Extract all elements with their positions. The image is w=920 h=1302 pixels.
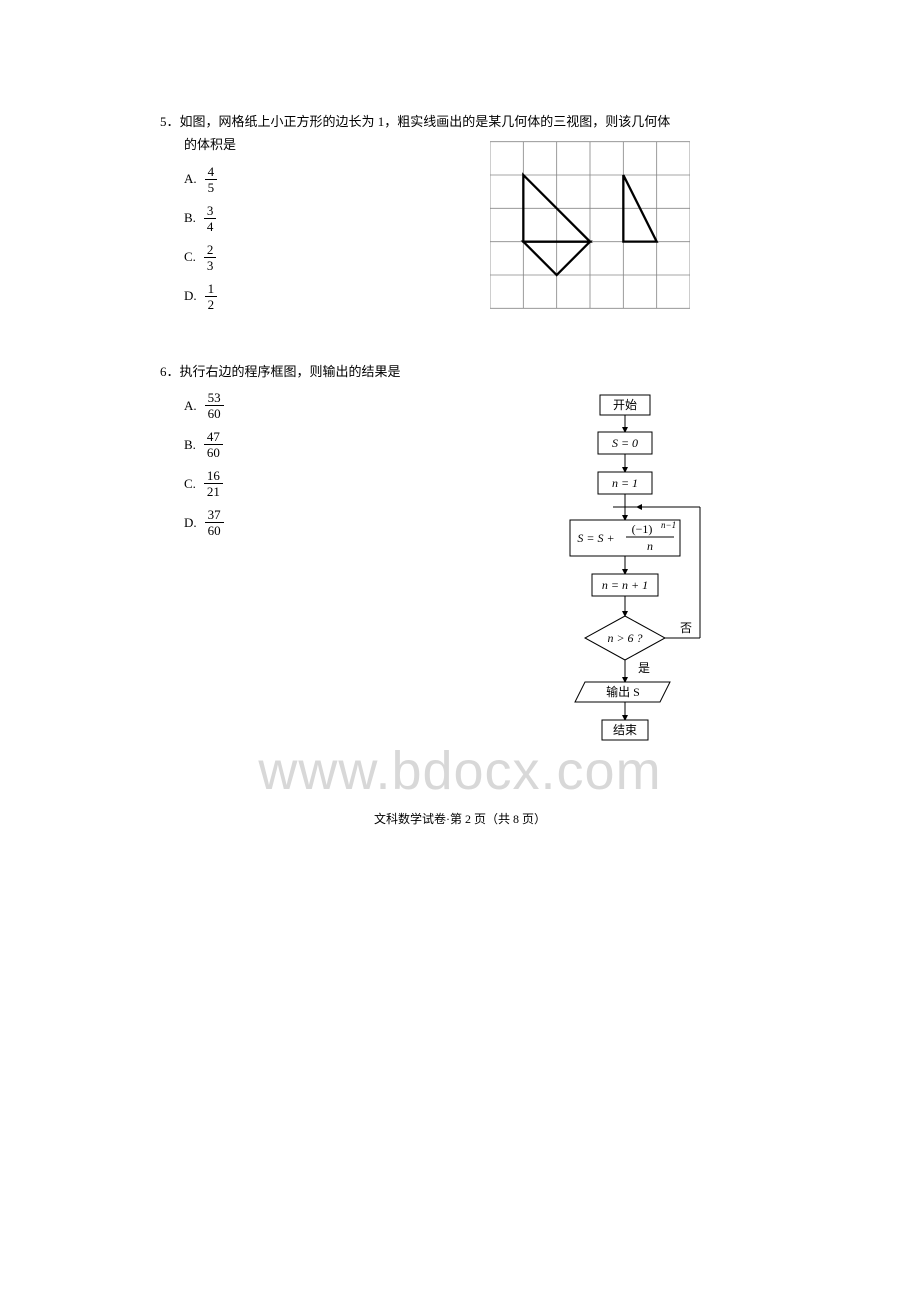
q5-number: 5． bbox=[160, 114, 180, 129]
question-5: 5．如图，网格纸上小正方形的边长为 1，粗实线画出的是某几何体的三视图，则该几何… bbox=[160, 110, 760, 330]
svg-text:n−1: n−1 bbox=[661, 520, 676, 530]
svg-text:n = n + 1: n = n + 1 bbox=[602, 578, 648, 592]
svg-text:是: 是 bbox=[638, 661, 650, 675]
svg-text:输出 S: 输出 S bbox=[606, 684, 640, 699]
q5-text: 5．如图，网格纸上小正方形的边长为 1，粗实线画出的是某几何体的三视图，则该几何… bbox=[160, 110, 760, 133]
svg-text:S = S +: S = S + bbox=[577, 531, 614, 545]
svg-text:S = 0: S = 0 bbox=[612, 436, 638, 450]
svg-text:否: 否 bbox=[680, 621, 692, 635]
q6-flowchart: 开始 S = 0 n = 1 S = S + (−1) n−1 n n = n … bbox=[530, 390, 730, 765]
q6-text: 6．执行右边的程序框图，则输出的结果是 bbox=[160, 360, 760, 383]
question-6: 6．执行右边的程序框图，则输出的结果是 A. 5360 B. 4760 C. 1… bbox=[160, 360, 760, 780]
svg-text:(−1): (−1) bbox=[632, 522, 653, 536]
svg-text:结束: 结束 bbox=[613, 723, 637, 737]
svg-text:n > 6 ?: n > 6 ? bbox=[607, 631, 642, 645]
svg-text:n = 1: n = 1 bbox=[612, 476, 638, 490]
q5-three-view-figure bbox=[490, 140, 690, 315]
svg-text:开始: 开始 bbox=[613, 398, 637, 412]
q6-number: 6． bbox=[160, 364, 180, 379]
page-footer: 文科数学试卷·第 2 页（共 8 页） bbox=[160, 810, 760, 827]
svg-text:n: n bbox=[647, 539, 653, 553]
